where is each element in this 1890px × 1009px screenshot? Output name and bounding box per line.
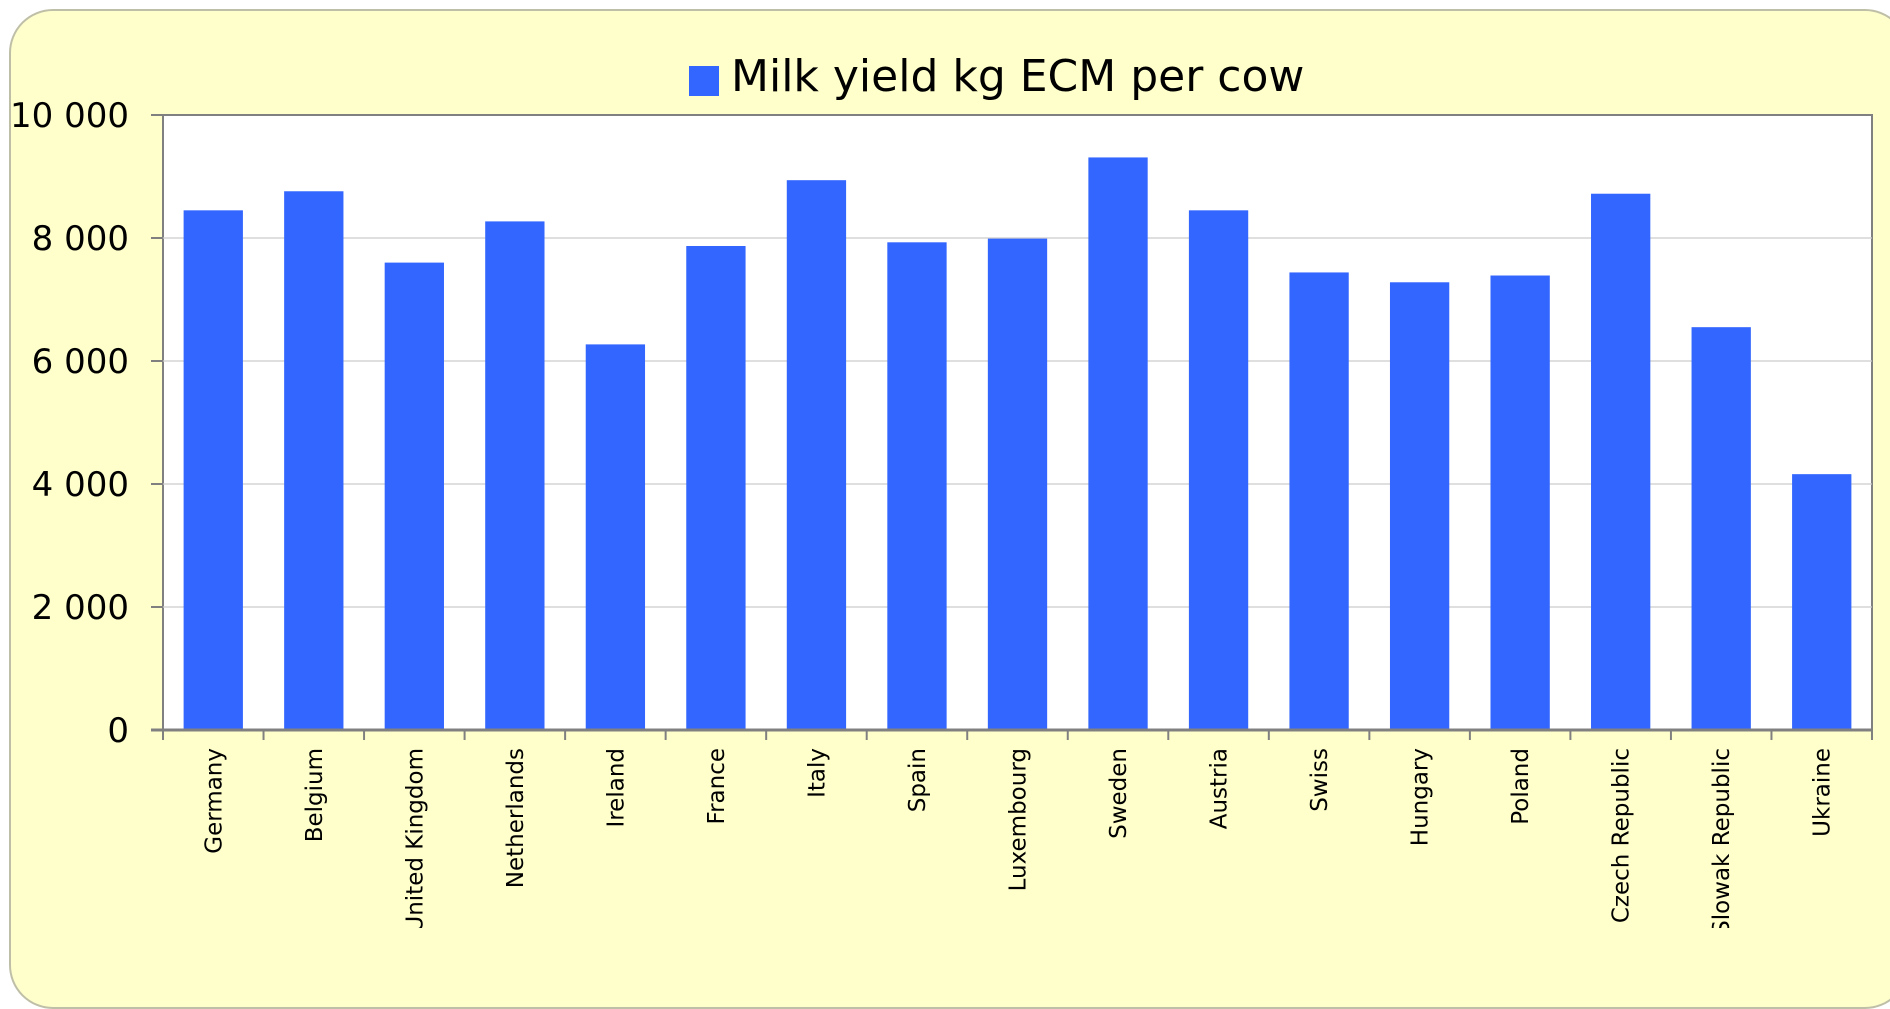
x-tick-label: Swiss — [1307, 748, 1333, 812]
y-tick-label: 2 000 — [32, 588, 129, 628]
x-tick-label: Ukraine — [1810, 748, 1836, 837]
bar — [1088, 157, 1148, 730]
x-tick-label: Italy — [804, 748, 830, 798]
x-tick-label: Slowak Republic — [1709, 748, 1735, 928]
x-tick-label: Ireland — [603, 748, 629, 828]
legend-swatch — [689, 66, 719, 96]
y-tick-label: 8 000 — [32, 219, 129, 259]
bar — [585, 344, 646, 730]
legend: Milk yield kg ECM per cow — [689, 51, 1304, 102]
bar — [987, 238, 1048, 731]
bar — [384, 262, 444, 730]
bar — [1389, 282, 1450, 730]
x-tick-label: France — [704, 748, 730, 824]
x-tick-label: Netherlands — [503, 748, 529, 888]
bar-chart: 0 2 000 4 000 6 000 8 000 10 000 Germany Belgi… — [10, 51, 1873, 928]
bar — [887, 242, 947, 730]
bar — [1691, 327, 1751, 730]
axes — [151, 114, 1873, 740]
y-tick-label: 10 000 — [10, 96, 129, 136]
x-tick-label: Belgium — [302, 748, 328, 842]
bar — [1792, 474, 1852, 730]
bar — [1591, 193, 1651, 731]
x-tick-label: Spain — [905, 748, 931, 812]
x-tick-label: Poland — [1508, 748, 1534, 825]
x-tick-label: Sweden — [1106, 748, 1132, 839]
bar — [1289, 272, 1349, 730]
y-tick-label: 0 — [107, 711, 129, 751]
bar — [786, 180, 847, 730]
bar — [485, 221, 545, 730]
bar — [284, 191, 344, 730]
x-tick-label: Hungary — [1408, 748, 1434, 846]
y-tick-label: 4 000 — [32, 465, 129, 505]
bar — [1188, 210, 1249, 730]
x-tick-label: Austria — [1207, 748, 1233, 829]
x-tick-label: Germany — [201, 748, 227, 854]
bar — [183, 210, 243, 730]
bar — [1490, 275, 1550, 730]
y-tick-label: 6 000 — [32, 342, 129, 382]
x-axis-labels: Germany Belgium United Kingdom Netherlands I… — [201, 748, 1835, 928]
bars — [183, 157, 1852, 731]
bar — [686, 245, 746, 730]
x-tick-label: Czech Republic — [1609, 748, 1635, 923]
x-tick-label: United Kingdom — [402, 748, 428, 928]
x-tick-label: Luxembourg — [1006, 748, 1032, 891]
y-axis-ticks: 0 2 000 4 000 6 000 8 000 10 000 — [10, 96, 129, 751]
legend-label: Milk yield kg ECM per cow — [731, 51, 1304, 102]
